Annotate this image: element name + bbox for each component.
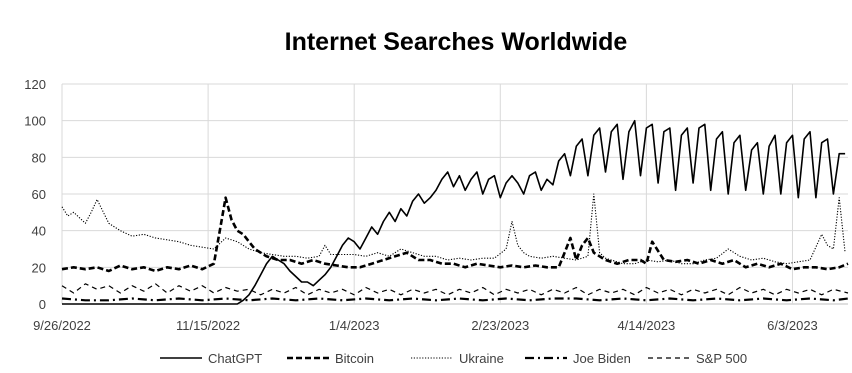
x-tick-label: 11/15/2022 — [176, 318, 240, 333]
series-layer — [61, 119, 849, 305]
y-tick-label: 0 — [39, 297, 46, 312]
chart-title: Internet Searches Worldwide — [285, 28, 628, 56]
y-tick-label: 120 — [24, 77, 46, 92]
grid-layer — [61, 83, 848, 305]
x-tick-label: 9/26/2022 — [33, 318, 91, 333]
x-tick-label: 1/4/2023 — [329, 318, 380, 333]
series-line-joe-biden — [61, 297, 849, 302]
x-tick-labels: 9/26/2022 11/15/2022 1/4/2023 2/23/2023 4/14… — [33, 318, 818, 333]
x-tick-label: 2/23/2023 — [471, 318, 529, 333]
x-tick-label: 6/3/2023 — [767, 318, 818, 333]
y-tick-label: 100 — [24, 114, 46, 129]
y-tick-label: 20 — [32, 260, 46, 275]
series-line-bitcoin — [61, 196, 849, 273]
y-tick-label: 80 — [32, 150, 46, 165]
series-line-chatgpt — [62, 119, 846, 305]
y-tick-labels: 0 20 40 60 80 100 120 — [24, 77, 46, 312]
series-line-ukraine — [61, 193, 846, 265]
legend-label: Bitcoin — [335, 351, 374, 366]
legend-label: Joe Biden — [573, 351, 631, 366]
y-tick-label: 60 — [32, 187, 46, 202]
legend-label: S&P 500 — [696, 351, 747, 366]
legend: ChatGPT Bitcoin Ukraine Joe Biden S&P 500 — [160, 351, 747, 366]
x-tick-label: 4/14/2023 — [617, 318, 675, 333]
legend-label: ChatGPT — [208, 351, 262, 366]
series-line-s-p-500 — [61, 283, 849, 296]
y-tick-label: 40 — [32, 224, 46, 239]
legend-label: Ukraine — [459, 351, 504, 366]
